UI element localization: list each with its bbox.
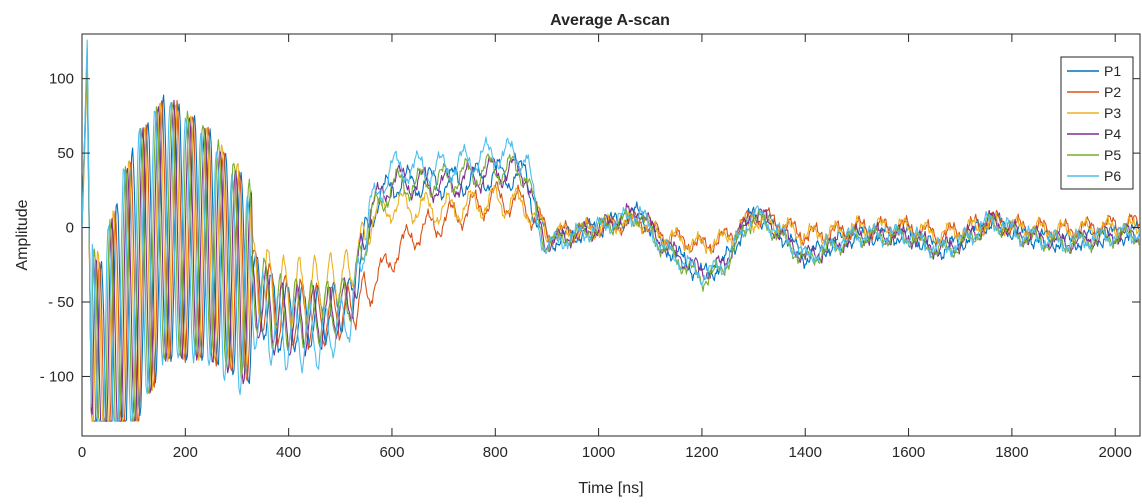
- chart-title: Average A-scan: [550, 12, 670, 29]
- ticks-layer: 0 200 400 600 800 1000 1200 1400 1600 1800 2000100…: [40, 34, 1140, 461]
- y-tick-label: 50: [57, 145, 74, 162]
- legend: P1 P2 P3 P4 P5 P6: [1060, 56, 1134, 190]
- legend-box: [1060, 56, 1134, 190]
- series-line-p2: [82, 58, 1140, 422]
- x-tick-label: 1200: [685, 444, 718, 461]
- x-tick-label: 0: [78, 444, 86, 461]
- x-tick-label: 200: [173, 444, 198, 461]
- x-tick-label: 600: [379, 444, 404, 461]
- x-tick-label: 1600: [892, 444, 925, 461]
- series-layer: [82, 39, 1140, 422]
- x-tick-label: 1800: [995, 444, 1028, 461]
- legend-label: P2: [1104, 84, 1121, 100]
- x-tick-label: 1400: [789, 444, 822, 461]
- legend-label: P3: [1104, 105, 1121, 121]
- y-tick-label: - 50: [48, 294, 74, 311]
- legend-label: P4: [1104, 126, 1121, 142]
- y-tick-label: 0: [66, 220, 74, 237]
- y-tick-label: - 100: [40, 368, 74, 385]
- x-axis-label: Time [ns]: [578, 480, 643, 497]
- legend-label: P1: [1104, 63, 1121, 79]
- x-tick-label: 2000: [1099, 444, 1132, 461]
- y-tick-label: 100: [49, 71, 74, 88]
- legend-label: P5: [1104, 147, 1121, 163]
- x-tick-label: 400: [276, 444, 301, 461]
- series-line-p1: [82, 46, 1140, 422]
- y-axis-label: Amplitude: [14, 199, 31, 270]
- legend-label: P6: [1104, 168, 1121, 184]
- x-tick-label: 1000: [582, 444, 615, 461]
- x-tick-label: 800: [483, 444, 508, 461]
- series-line-p6: [82, 39, 1140, 422]
